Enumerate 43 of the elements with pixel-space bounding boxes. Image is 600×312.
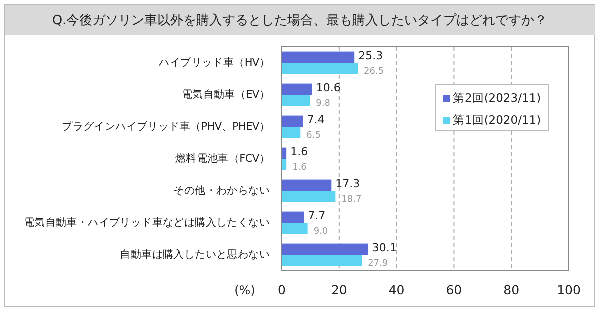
- x-tick-label: 100: [557, 282, 581, 298]
- bar: [282, 223, 308, 234]
- bar: [282, 84, 312, 95]
- bar: [282, 95, 310, 106]
- data-label: 26.5: [364, 67, 384, 78]
- bar: [282, 52, 355, 63]
- x-tick-label: 80: [504, 282, 520, 298]
- bar: [282, 212, 304, 223]
- data-label: 7.7: [308, 209, 326, 222]
- x-tick-label: 0: [278, 282, 286, 298]
- legend-label: 第2回(2023/11): [453, 91, 542, 106]
- y-tick-label: プラグインハイブリッド車（PHV、PHEV）: [62, 120, 270, 133]
- bar: [282, 180, 332, 191]
- y-tick-label: 電気自動車・ハイブリッド車などは購入したくない: [24, 216, 270, 229]
- data-label: 7.4: [307, 113, 325, 126]
- data-label: 1.6: [290, 145, 308, 158]
- x-axis-title: (%): [234, 283, 256, 298]
- x-tick-label: 40: [388, 282, 405, 298]
- legend-label: 第1回(2020/11): [453, 113, 542, 128]
- y-tick-label: その他・わからない: [174, 184, 270, 197]
- data-label: 18.7: [342, 195, 362, 206]
- y-tick-label: 電気自動車（EV）: [182, 88, 270, 101]
- bar: [282, 63, 358, 74]
- data-label: 30.1: [372, 241, 397, 254]
- y-tick-label: 自動車は購入したいと思わない: [120, 248, 270, 261]
- y-tick-label: ハイブリッド車（HV）: [158, 56, 270, 69]
- y-tick-label: 燃料電池車（FCV）: [175, 152, 270, 165]
- bar: [282, 116, 304, 127]
- data-label: 17.3: [336, 177, 360, 190]
- data-label: 9.0: [314, 227, 328, 238]
- data-label: 9.8: [316, 99, 331, 110]
- bar: [282, 127, 301, 138]
- x-tick-label: 20: [331, 282, 348, 298]
- bar: [282, 244, 368, 255]
- x-tick-label: 60: [446, 282, 462, 298]
- bar: [282, 191, 336, 202]
- bar: [282, 255, 362, 266]
- data-label: 6.5: [306, 131, 321, 142]
- data-label: 25.3: [358, 49, 384, 62]
- data-label: 1.6: [292, 163, 308, 174]
- data-label: 27.9: [368, 259, 388, 270]
- data-label: 10.6: [316, 81, 341, 94]
- chart-title: Q.今後ガソリン車以外を購入するとした場合、最も購入したいタイプはどれですか？: [52, 14, 548, 29]
